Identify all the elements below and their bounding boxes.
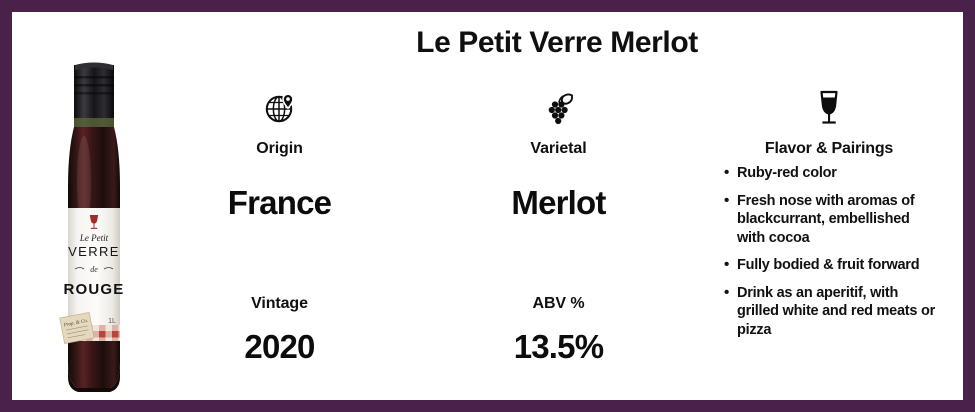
svg-text:Prop. & Co.: Prop. & Co. <box>63 319 89 329</box>
svg-text:VERRE: VERRE <box>68 244 120 259</box>
varietal-value: Merlot <box>511 184 606 221</box>
grapes-icon <box>539 86 579 130</box>
abv-value: 13.5% <box>513 328 604 365</box>
svg-text:1L: 1L <box>108 318 116 325</box>
info-box-origin: Origin France <box>155 93 404 262</box>
info-box-vintage: Vintage 2020 <box>155 278 404 387</box>
wine-bottle-image: Le Petit VERRE de ROUGE 1L Prop. & Co. <box>34 32 154 407</box>
vintage-value: 2020 <box>244 328 315 365</box>
info-box-abv: ABV % 13.5% <box>434 278 683 387</box>
wine-glass-icon <box>809 86 849 130</box>
flavor-pairings-list: Ruby-red color Fresh nose with aromas of… <box>724 163 938 348</box>
origin-value: France <box>227 184 332 221</box>
list-item: Drink as an aperitif, with grilled white… <box>724 283 938 340</box>
svg-text:ROUGE: ROUGE <box>63 281 124 298</box>
list-item: Fresh nose with aromas of blackcurrant, … <box>724 191 938 248</box>
flavor-pairings-title: Flavor & Pairings <box>764 140 894 157</box>
origin-label: Origin <box>256 140 303 157</box>
varietal-label: Varietal <box>530 140 587 157</box>
info-box-varietal: Varietal Merlot <box>434 93 683 262</box>
globe-pin-icon <box>260 86 300 130</box>
svg-text:de: de <box>90 265 98 274</box>
abv-label: ABV % <box>532 295 585 312</box>
info-box-flavor-pairings: Flavor & Pairings Ruby-red color Fresh n… <box>706 90 952 387</box>
card-inner: Le Petit Verre Merlot <box>12 12 963 400</box>
list-item: Ruby-red color <box>724 163 938 183</box>
svg-text:Le Petit: Le Petit <box>79 233 109 243</box>
list-item: Fully bodied & fruit forward <box>724 255 938 275</box>
page-title: Le Petit Verre Merlot <box>416 26 698 59</box>
vintage-label: Vintage <box>251 295 308 312</box>
